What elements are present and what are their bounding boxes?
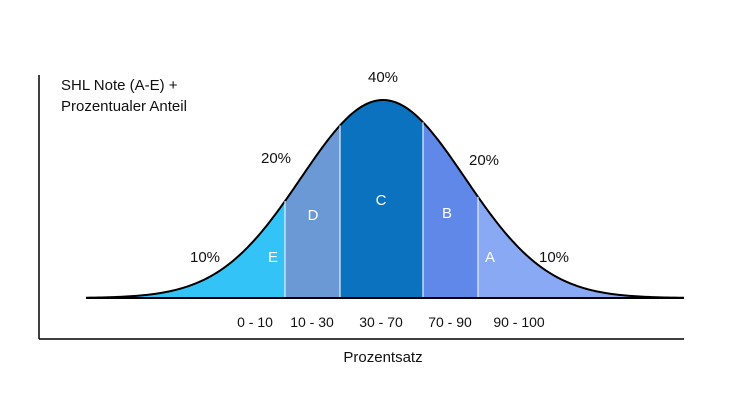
grade-label-b: B (442, 205, 452, 222)
segment-a (478, 196, 684, 298)
range-label-e: 0 - 10 (237, 314, 273, 330)
grade-label-a: A (485, 249, 495, 266)
range-label-c: 30 - 70 (359, 314, 403, 330)
grade-label-c: C (376, 192, 387, 209)
percent-label-e: 10% (190, 249, 220, 266)
segment-e (86, 201, 285, 298)
chart-title-line-1: SHL Note (A-E) + (61, 77, 178, 94)
segment-c (340, 100, 423, 298)
grade-label-d: D (308, 207, 319, 224)
segment-dividers (284, 122, 479, 298)
segment-b (423, 122, 478, 299)
curve-segments (86, 100, 684, 299)
chart-title-line-2: Prozentualer Anteil (61, 98, 187, 115)
percent-label-c: 40% (368, 69, 398, 86)
range-label-d: 10 - 30 (290, 314, 334, 330)
percent-label-d: 20% (261, 150, 291, 167)
segment-labels: E 10% 0 - 10 D 20% 10 - 30 C 40% 30 - 70 B 20% 70 -… (190, 69, 569, 330)
grade-label-e: E (268, 249, 278, 266)
segment-d (285, 125, 340, 299)
bell-curve-outline (85, 99, 685, 299)
range-label-b: 70 - 90 (428, 314, 472, 330)
percent-label-b: 20% (469, 152, 499, 169)
percent-label-a: 10% (539, 249, 569, 266)
x-axis-label: Prozentsatz (343, 349, 422, 366)
range-label-a: 90 - 100 (493, 314, 545, 330)
